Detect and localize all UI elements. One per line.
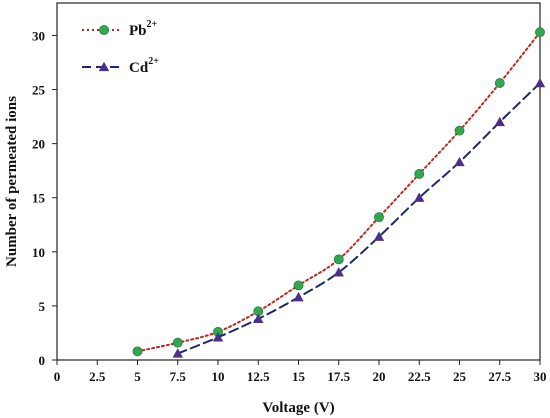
data-point	[454, 125, 465, 136]
y-tick-label: 20	[32, 137, 45, 152]
series-pb	[132, 27, 545, 357]
data-point	[293, 292, 304, 302]
y-tick-label: 25	[32, 83, 46, 98]
legend-marker	[98, 61, 110, 72]
legend-item: Cd2+	[82, 56, 159, 76]
data-point	[333, 267, 344, 277]
data-point	[132, 346, 143, 357]
legend-label: Pb2+	[129, 19, 158, 39]
x-axis-title: Voltage (V)	[262, 400, 334, 416]
series-layer	[132, 27, 546, 358]
x-tick-label: 27.5	[488, 369, 511, 384]
x-axis: 0 2.5 5 7.5 10 12.5 15 17.5 20 22.5 25 27.5 30	[54, 360, 547, 384]
y-tick-label: 15	[32, 191, 46, 206]
series-line	[176, 82, 541, 355]
data-point	[414, 192, 425, 202]
data-point	[293, 280, 304, 291]
x-tick-label: 0	[54, 369, 61, 384]
data-point	[454, 156, 465, 167]
x-tick-label: 12.5	[247, 369, 270, 384]
x-tick-label: 7.5	[170, 369, 187, 384]
plot-frame	[56, 2, 541, 361]
data-point	[534, 77, 546, 88]
data-point	[373, 231, 385, 241]
data-point	[494, 116, 505, 127]
y-tick-label: 5	[39, 299, 46, 314]
x-tick-label: 2.5	[89, 369, 106, 384]
x-tick-label: 5	[134, 369, 141, 384]
y-axis: 0 5 10 15 20 25 30	[32, 28, 57, 368]
data-point	[333, 254, 344, 265]
y-tick-label: 10	[32, 245, 45, 260]
legend-item: Pb2+	[82, 19, 158, 39]
legend-label: Cd2+	[129, 56, 159, 76]
series-line	[136, 31, 541, 353]
x-tick-label: 25	[453, 369, 467, 384]
data-point	[212, 332, 224, 342]
data-point	[172, 348, 183, 358]
legend: Pb2+ Cd2+	[82, 19, 159, 76]
x-tick-label: 17.5	[327, 369, 350, 384]
y-axis-title: Number of permeated ions	[4, 96, 20, 267]
y-tick-label: 0	[39, 353, 46, 368]
data-point	[535, 27, 545, 38]
data-point	[253, 313, 264, 324]
data-point	[414, 169, 425, 179]
plot-area	[56, 2, 541, 361]
data-point	[494, 78, 505, 88]
data-point	[374, 212, 384, 223]
x-tick-label: 10	[212, 369, 225, 384]
legend-marker	[99, 25, 109, 35]
legend-label-superscript: 2+	[148, 56, 159, 67]
x-tick-label: 30	[534, 369, 547, 384]
data-point	[172, 337, 183, 348]
x-tick-label: 15	[292, 369, 306, 384]
series-cd	[172, 77, 546, 358]
x-tick-label: 22.5	[408, 369, 431, 384]
y-tick-label: 30	[32, 28, 45, 43]
x-tick-label: 20	[373, 369, 386, 384]
legend-label-superscript: 2+	[147, 19, 158, 30]
